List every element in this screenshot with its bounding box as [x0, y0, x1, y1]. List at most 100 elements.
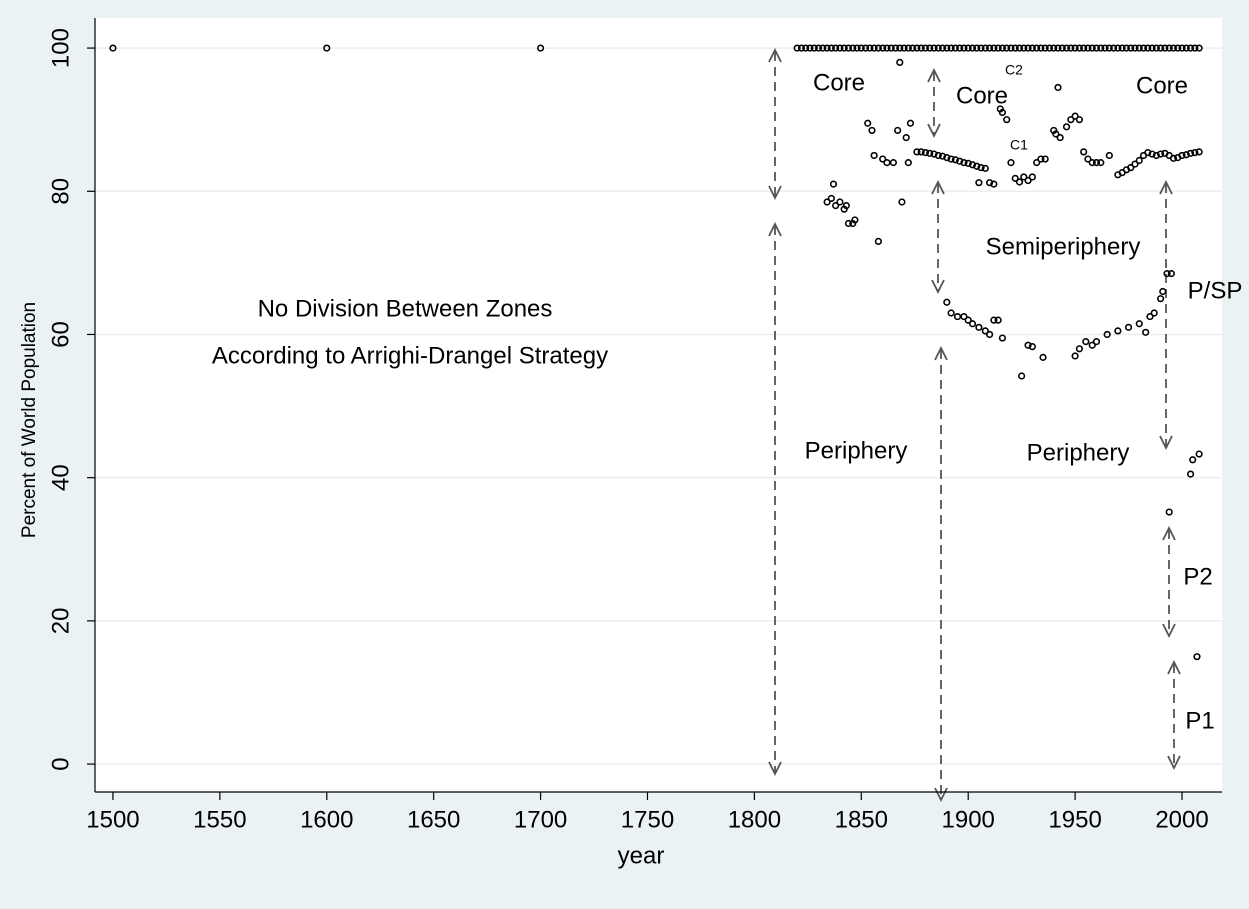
- x-tick-label: 1550: [193, 806, 246, 833]
- point: [874, 237, 883, 245]
- point: [960, 312, 968, 321]
- point: [977, 44, 985, 52]
- point: [1105, 151, 1113, 160]
- point: [1071, 352, 1079, 360]
- point: [1045, 44, 1054, 52]
- point: [975, 323, 983, 331]
- point: [956, 44, 964, 52]
- point: [968, 320, 977, 328]
- annotation: Semiperiphery: [986, 233, 1141, 260]
- point: [1157, 295, 1165, 303]
- point: [960, 159, 968, 167]
- point: [1011, 44, 1019, 52]
- point: [1165, 44, 1173, 52]
- point: [1167, 270, 1175, 278]
- point: [883, 159, 891, 167]
- point: [1174, 44, 1182, 52]
- point: [926, 149, 934, 157]
- point: [1075, 44, 1083, 52]
- point: [990, 316, 998, 324]
- point: [904, 159, 912, 167]
- point: [1109, 44, 1118, 52]
- point: [973, 44, 981, 52]
- point: [1178, 151, 1186, 160]
- point: [998, 44, 1007, 52]
- point: [879, 44, 887, 52]
- point: [1150, 309, 1158, 317]
- point: [1011, 174, 1019, 182]
- point: [819, 44, 827, 52]
- point: [1056, 133, 1064, 142]
- annotation: Periphery: [1027, 439, 1130, 466]
- point: [836, 44, 844, 52]
- point: [960, 44, 968, 52]
- point: [943, 44, 951, 52]
- point: [943, 154, 951, 162]
- point: [849, 44, 857, 52]
- point: [1195, 450, 1203, 458]
- point: [1182, 44, 1190, 52]
- annotation: P1: [1185, 707, 1214, 734]
- annotation: Core: [1136, 72, 1188, 99]
- point: [827, 44, 835, 52]
- point: [1186, 470, 1195, 478]
- x-tick-label: 1700: [514, 806, 567, 833]
- point: [1191, 44, 1199, 52]
- point: [1186, 149, 1195, 157]
- point: [1114, 327, 1122, 335]
- point: [868, 126, 876, 135]
- point: [994, 316, 1002, 324]
- point: [1020, 44, 1028, 52]
- point: [1028, 343, 1036, 351]
- point: [917, 148, 925, 156]
- point: [844, 219, 853, 228]
- point: [1039, 353, 1047, 361]
- point: [1186, 44, 1195, 52]
- point: [887, 44, 895, 52]
- point: [827, 194, 835, 203]
- point: [1041, 155, 1049, 163]
- point: [806, 44, 814, 52]
- point: [1131, 44, 1139, 52]
- point: [836, 198, 844, 206]
- point: [879, 155, 887, 163]
- point: [1088, 341, 1096, 349]
- point: [1146, 312, 1154, 321]
- point: [1144, 44, 1152, 52]
- point: [1071, 44, 1079, 52]
- point: [985, 44, 994, 52]
- y-tick-label: 60: [47, 321, 74, 348]
- y-axis-label: Percent of World Population: [19, 302, 40, 538]
- point: [998, 108, 1007, 117]
- point: [1193, 653, 1201, 661]
- point: [1028, 44, 1036, 52]
- point: [797, 44, 806, 52]
- point: [921, 149, 930, 157]
- point: [1058, 44, 1066, 52]
- point: [851, 216, 859, 224]
- point: [1178, 44, 1186, 52]
- point: [1142, 328, 1150, 336]
- point: [1015, 178, 1024, 186]
- point: [1191, 149, 1199, 157]
- point: [853, 44, 861, 52]
- point: [1088, 44, 1096, 52]
- x-tick-label: 1500: [86, 806, 139, 833]
- point: [981, 327, 989, 335]
- point: [1122, 44, 1131, 52]
- point: [894, 126, 902, 135]
- point: [1067, 116, 1075, 124]
- point: [1169, 154, 1178, 162]
- annotation: Periphery: [805, 437, 908, 464]
- point: [926, 44, 934, 52]
- point: [934, 44, 942, 52]
- x-axis-label: year: [618, 842, 665, 869]
- point: [1033, 44, 1041, 52]
- point: [1157, 44, 1165, 52]
- point: [1092, 159, 1101, 167]
- point: [823, 198, 831, 206]
- point: [934, 151, 942, 160]
- point: [930, 44, 938, 52]
- x-tick-label: 2000: [1155, 806, 1208, 833]
- point: [1037, 44, 1045, 52]
